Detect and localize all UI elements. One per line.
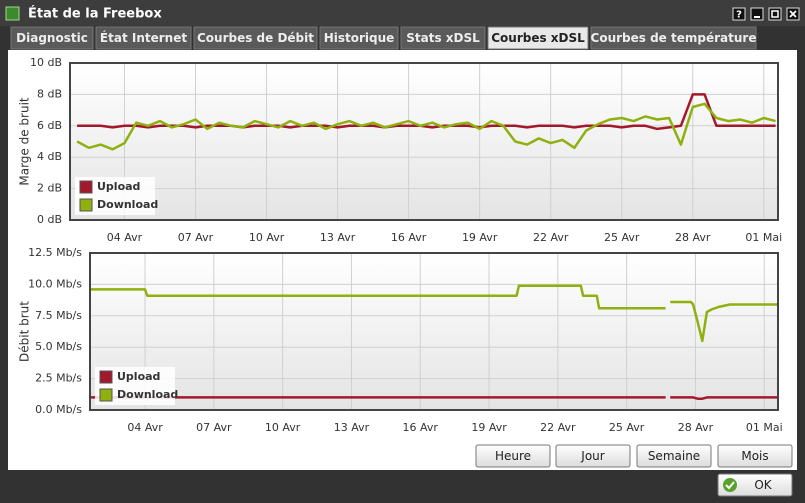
ok-button[interactable] <box>717 473 793 497</box>
y-tick-label: 10.0 Mb/s <box>28 277 82 290</box>
y-tick-label: 7.5 Mb/s <box>35 309 82 322</box>
x-tick-label: 28 Avr <box>675 231 711 244</box>
x-tick-label: 01 Mai <box>746 421 783 434</box>
plot-border <box>69 62 779 221</box>
x-tick-label: 01 Mai <box>745 231 782 244</box>
range-button-label: Jour <box>580 449 604 463</box>
legend-swatch <box>99 388 113 402</box>
range-button[interactable] <box>636 444 712 468</box>
x-tick-label: 19 Avr <box>471 421 507 434</box>
data-line <box>90 396 778 400</box>
tab-label: Diagnostic <box>16 31 88 45</box>
tab-label: Courbes xDSL <box>491 31 585 45</box>
range-button-label: Semaine <box>648 449 700 463</box>
data-line <box>90 284 778 343</box>
tab[interactable] <box>319 26 399 50</box>
x-tick-label: 16 Avr <box>403 421 439 434</box>
charts: 0 dB 2 dB 4 dB 6 dB 8 dB 10 dB 04 Avr 07 Avr 10 … <box>18 56 783 434</box>
app-icon <box>5 6 20 21</box>
x-tick-label: 10 Avr <box>249 231 285 244</box>
range-button[interactable] <box>555 444 631 468</box>
y-tick-label: 8 dB <box>37 87 62 100</box>
data-line <box>77 93 776 131</box>
x-tick-label: 28 Avr <box>678 421 714 434</box>
x-tick-label: 07 Avr <box>178 231 214 244</box>
legend-label: Upload <box>97 180 140 193</box>
y-tick-label: 0 dB <box>37 213 62 226</box>
y-tick-label: 2 dB <box>37 182 62 195</box>
tab[interactable] <box>10 26 94 50</box>
ok-button-label: OK <box>754 478 772 492</box>
x-tick-label: 16 Avr <box>391 231 427 244</box>
x-tick-label: 04 Avr <box>127 421 163 434</box>
y-tick-label: 10 dB <box>30 56 62 69</box>
tab[interactable] <box>590 26 757 50</box>
tab[interactable] <box>487 26 589 50</box>
ok-check <box>725 481 735 490</box>
legend-swatch <box>79 180 93 194</box>
x-tick-label: 13 Avr <box>334 421 370 434</box>
y-tick-label: 5.0 Mb/s <box>35 340 82 353</box>
legend-label: Upload <box>117 370 160 383</box>
x-tick-label: 07 Avr <box>196 421 232 434</box>
y-axis-label: Marge de bruit <box>18 97 32 186</box>
y-tick-label: 0.0 Mb/s <box>35 403 82 416</box>
x-tick-label: 19 Avr <box>462 231 498 244</box>
y-tick-label: 12.5 Mb/s <box>28 246 82 259</box>
plot-area <box>70 63 778 220</box>
x-tick-label: 22 Avr <box>540 421 576 434</box>
range-button[interactable] <box>717 444 793 468</box>
plot-area <box>90 253 778 410</box>
plot-border <box>89 252 779 411</box>
maximize-button[interactable] <box>768 7 782 21</box>
tab[interactable] <box>95 26 192 50</box>
tab-label: Courbes de Débit <box>197 31 314 45</box>
tab-label: Historique <box>324 31 395 45</box>
tab-label: Stats xDSL <box>406 31 480 45</box>
x-tick-label: 22 Avr <box>533 231 569 244</box>
y-axis-label: Débit brut <box>18 301 32 362</box>
help-icon: ? <box>736 10 742 21</box>
tab[interactable] <box>400 26 486 50</box>
help-button[interactable] <box>732 7 746 21</box>
x-tick-label: 25 Avr <box>604 231 640 244</box>
chart: 0.0 Mb/s 2.5 Mb/s 5.0 Mb/s 7.5 Mb/s 10.0 Mb/… <box>18 246 783 434</box>
close-icon <box>789 10 797 18</box>
title-bar <box>0 0 805 26</box>
y-tick-label: 2.5 Mb/s <box>35 372 82 385</box>
legend-swatch <box>79 198 93 212</box>
maximize-icon <box>771 10 779 18</box>
range-button[interactable] <box>475 444 551 468</box>
window-title: État de la Freebox <box>28 6 162 22</box>
legend-swatch <box>99 370 113 384</box>
minimize-button[interactable] <box>750 7 764 21</box>
range-button-label: Mois <box>741 449 768 463</box>
y-tick-label: 6 dB <box>37 119 62 132</box>
x-tick-label: 13 Avr <box>320 231 356 244</box>
x-tick-label: 25 Avr <box>609 421 645 434</box>
button-bar: Heure Jour Semaine Mois OK <box>475 444 793 497</box>
legend-label: Download <box>117 388 178 401</box>
range-button-label: Heure <box>495 449 531 463</box>
tab-label: État Internet <box>100 30 187 45</box>
data-line <box>76 102 776 151</box>
tab-bar: Diagnostic État Internet Courbes de Débit H… <box>10 26 757 50</box>
tab[interactable] <box>193 26 318 50</box>
x-tick-label: 04 Avr <box>107 231 143 244</box>
legend-label: Download <box>97 198 158 211</box>
tab-label: Courbes de température <box>591 31 757 45</box>
y-tick-label: 4 dB <box>37 150 62 163</box>
ok-icon <box>723 478 737 492</box>
x-tick-label: 10 Avr <box>265 421 301 434</box>
window-controls: ? <box>732 7 800 21</box>
chart: 0 dB 2 dB 4 dB 6 dB 8 dB 10 dB 04 Avr 07 Avr 10 … <box>18 56 783 244</box>
